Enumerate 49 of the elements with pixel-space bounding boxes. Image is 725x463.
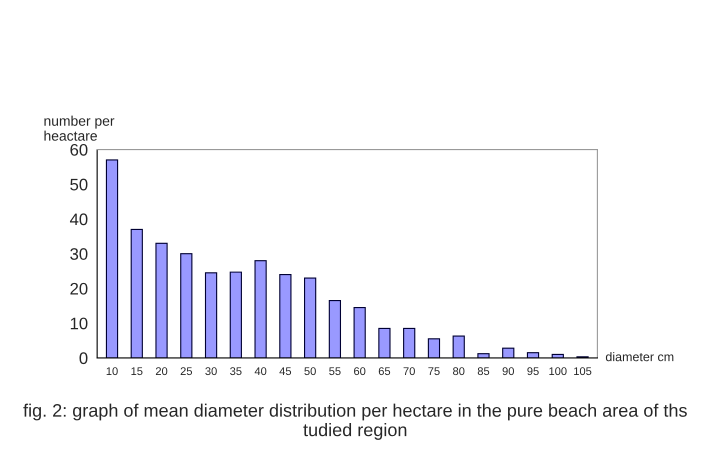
y-tick-label: 40 xyxy=(70,213,88,226)
bar xyxy=(328,300,342,358)
y-tick-label: 60 xyxy=(70,144,88,156)
bar xyxy=(477,353,490,358)
x-tick-label: 95 xyxy=(527,367,539,376)
bar xyxy=(502,348,514,358)
bar xyxy=(452,335,465,358)
x-tick-label: 75 xyxy=(428,367,440,376)
x-tick-label: 80 xyxy=(453,367,464,376)
x-tick-label: 105 xyxy=(574,367,592,376)
x-tick-label: 15 xyxy=(131,367,142,376)
bar xyxy=(180,253,192,358)
x-tick-label: 10 xyxy=(106,367,118,376)
bar xyxy=(204,272,218,358)
x-tick-label: 50 xyxy=(304,367,316,376)
x-tick-label: 35 xyxy=(230,367,242,376)
y-tick-label: 50 xyxy=(70,178,88,190)
bar xyxy=(403,328,416,358)
bar xyxy=(526,352,540,358)
bar xyxy=(130,228,143,358)
y-tick-label: 30 xyxy=(70,248,88,260)
x-axis-title: diameter cm xyxy=(606,352,674,362)
x-tick-label: 20 xyxy=(156,367,168,376)
x-tick-label: 90 xyxy=(502,367,514,376)
text: fig. 2: graph of mean diameter distribution per hectare in the pure beach area of ths tudied region xyxy=(23,404,687,440)
x-tick-label: 25 xyxy=(180,367,192,376)
bar xyxy=(279,274,292,358)
y-tick-label: 0 xyxy=(80,352,88,364)
x-tick-label: 100 xyxy=(549,367,567,376)
x-tick-label: 55 xyxy=(329,367,341,376)
x-tick-label: 45 xyxy=(279,367,292,376)
bar xyxy=(428,338,440,358)
bar xyxy=(254,260,267,358)
x-tick-label: 60 xyxy=(354,367,366,376)
x-tick-label: 40 xyxy=(254,367,266,376)
bar xyxy=(230,272,242,358)
x-tick-label: 65 xyxy=(378,367,390,376)
x-tick-label: 30 xyxy=(205,367,217,376)
y-tick-label: 20 xyxy=(70,282,88,295)
bar xyxy=(106,159,118,358)
bar xyxy=(552,354,564,358)
y-axis-title: number per heactare xyxy=(44,116,114,141)
bar xyxy=(155,242,168,358)
y-tick-label: 10 xyxy=(70,318,88,330)
x-tick-label: 85 xyxy=(478,367,490,376)
bar xyxy=(304,277,316,358)
bar xyxy=(378,328,391,358)
x-tick-label: 70 xyxy=(404,367,415,376)
bar xyxy=(354,306,366,358)
